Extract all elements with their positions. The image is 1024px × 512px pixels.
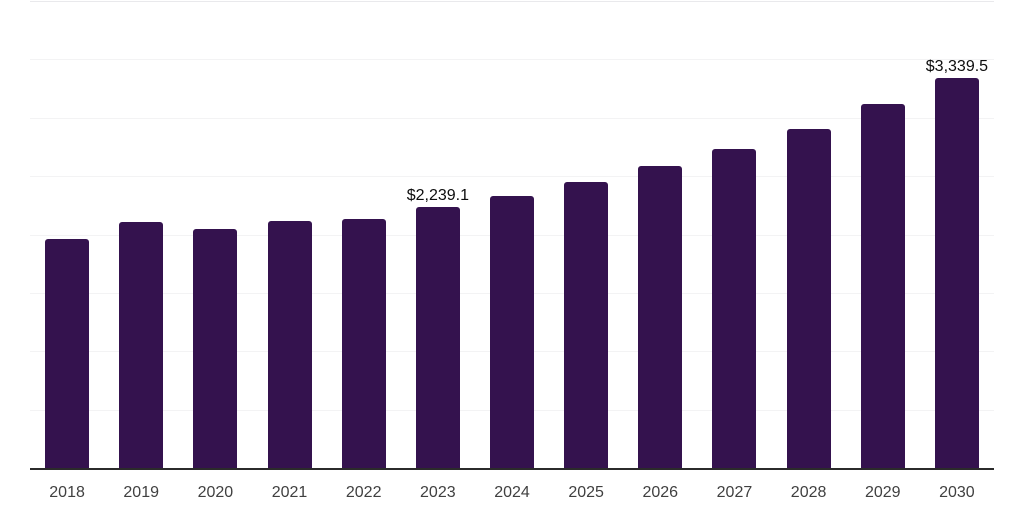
x-tick-2026: 2026	[642, 484, 679, 501]
value-label-2030: $3,339.5	[925, 58, 989, 76]
top-gridline	[30, 1, 994, 2]
bar-2025	[564, 181, 609, 468]
x-tick-2019: 2019	[123, 484, 159, 501]
x-tick-2029: 2029	[864, 484, 901, 501]
x-tick-2028: 2028	[790, 484, 827, 501]
gridline	[30, 176, 994, 178]
bar-2026	[638, 166, 683, 468]
x-tick-2020: 2020	[197, 484, 234, 501]
value-label-2023: $2,239.1	[406, 186, 469, 204]
plot-area: $2,239.1 $3,339.5	[30, 1, 994, 470]
x-tick-2023: 2023	[420, 484, 456, 501]
x-tick-2024: 2024	[494, 484, 530, 501]
bar-2018	[45, 238, 90, 468]
bar-2020	[193, 229, 238, 468]
x-tick-2021: 2021	[271, 484, 308, 501]
x-tick-2018: 2018	[49, 484, 85, 501]
bar-2027	[712, 149, 757, 468]
x-tick-2022: 2022	[345, 484, 382, 501]
gridline	[30, 117, 994, 119]
bar-2023	[415, 206, 460, 468]
bar-2028	[786, 128, 831, 468]
x-tick-2025: 2025	[568, 484, 604, 501]
x-tick-2030: 2030	[939, 484, 975, 501]
gridline	[30, 59, 994, 61]
bar-2019	[119, 221, 164, 468]
bar-2024	[490, 195, 534, 468]
bar-2022	[341, 218, 386, 468]
x-tick-2027: 2027	[716, 484, 753, 501]
bar-2029	[860, 104, 905, 468]
x-axis-labels: 2018 2019 2020 2021 2022 2023 2024 2025 2026 2027…	[30, 482, 994, 504]
bar-2030	[934, 78, 979, 468]
bar-2021	[267, 221, 312, 468]
x-axis-line	[30, 468, 994, 470]
